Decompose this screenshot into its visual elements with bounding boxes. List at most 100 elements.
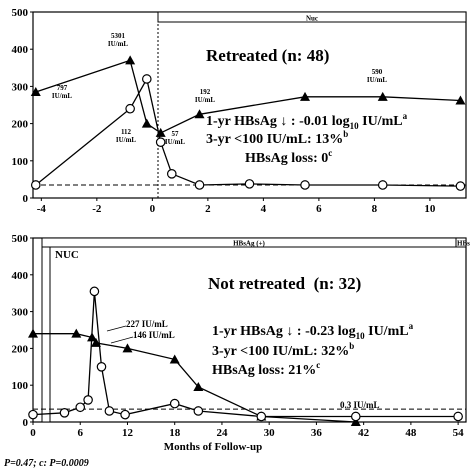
- top-annotation-2: 3-yr <100 IU/mL: 13%b: [206, 129, 348, 147]
- top-series: [30, 55, 466, 191]
- top-nuc-label: Nuc: [306, 15, 318, 23]
- top-x-tick-label: 0: [150, 203, 156, 215]
- bottom-nuc-bar: [41, 246, 51, 423]
- bottom-series: [28, 286, 463, 426]
- bottom-circle-point: [350, 411, 361, 422]
- top-triangle-series-line: [35, 59, 461, 134]
- bottom-x-tick-label: 36: [311, 427, 323, 439]
- bottom-circle-point: [96, 361, 107, 372]
- top-label-5301: 5301 IU/mL: [108, 32, 129, 48]
- bottom-circle-point: [453, 411, 463, 422]
- bottom-annotation-2: 3-yr <100 IU/mL: 32%b: [212, 341, 354, 359]
- top-circle-point: [377, 180, 388, 190]
- top-x-tick-label: 4: [261, 203, 267, 215]
- top-label-797: 797 IU/mL: [52, 84, 73, 100]
- top-triangle-point: [30, 86, 41, 96]
- top-y-tick-label: 100: [12, 156, 29, 168]
- bottom-y-axis: 0 100 200 300 400 500: [12, 233, 33, 429]
- top-label-57: 57 IU/mL: [165, 130, 186, 146]
- bottom-circle-point: [104, 406, 115, 416]
- footnote: P=0.47; c: P=0.0009: [4, 458, 89, 469]
- top-plot-frame: [32, 11, 467, 199]
- bottom-x-tick-label: 30: [264, 427, 276, 439]
- bottom-label-146-leader: [110, 336, 134, 344]
- bottom-label-03: 0.3 IU/mL: [340, 400, 380, 410]
- bottom-circle-point: [75, 402, 86, 413]
- bottom-triangle-point: [28, 328, 38, 338]
- bottom-x-tick-label: 42: [358, 427, 370, 439]
- top-circle-series-line: [35, 77, 461, 187]
- bottom-title: Not retreated (n: 32): [208, 274, 361, 293]
- bottom-nuc-label: NUC: [55, 249, 79, 261]
- bottom-x-axis: 0 6 12 18 24 30 36 42 48 54: [30, 422, 464, 439]
- top-triangle-point: [377, 91, 388, 101]
- bottom-circle-point: [83, 395, 93, 405]
- bottom-y-tick-label: 400: [12, 270, 29, 282]
- bottom-circle-point: [120, 409, 130, 420]
- top-y-tick-label: 0: [23, 193, 29, 205]
- top-triangle-point: [194, 109, 205, 119]
- bottom-triangle-point: [87, 332, 98, 342]
- top-circle-point: [166, 169, 177, 179]
- bottom-annotation-1: 1-yr HBsAg ↓ : -0.23 log10 IU/mLa: [212, 321, 414, 341]
- bottom-y-tick-label: 100: [12, 380, 29, 392]
- top-x-tick-label: 6: [316, 203, 322, 215]
- bottom-hbs-bar: [455, 237, 467, 248]
- top-circle-point: [142, 74, 152, 84]
- top-panel: Nuc 0 100 200 300 400 500 -4 -2 0 2 4 6 8 10 5301 IU/…: [12, 7, 467, 215]
- bottom-y-tick-label: 500: [12, 233, 29, 245]
- top-triangle-point: [155, 127, 166, 137]
- top-y-axis: 0 100 200 300 400 500: [12, 7, 33, 205]
- top-triangle-point: [125, 55, 136, 65]
- bottom-x-tick-label: 0: [30, 427, 36, 439]
- top-circle-point: [455, 181, 466, 191]
- top-circle-point: [125, 103, 135, 114]
- bottom-x-tick-label: 18: [169, 427, 181, 439]
- bottom-y-tick-label: 300: [12, 307, 29, 319]
- bottom-label-146: 146 IU/mL: [133, 330, 175, 340]
- top-x-tick-label: 10: [424, 203, 436, 215]
- bottom-circle-point: [28, 409, 38, 420]
- top-y-tick-label: 300: [12, 81, 29, 93]
- top-title: Retreated (n: 48): [206, 46, 329, 65]
- bottom-circle-point: [59, 407, 70, 418]
- bottom-x-tick-label: 54: [453, 427, 465, 439]
- bottom-triangle-point: [193, 382, 204, 392]
- top-annotation-1: 1-yr HBsAg ↓ : -0.01 log10 IU/mLa: [206, 111, 408, 131]
- bottom-circle-point: [89, 286, 100, 297]
- bottom-x-tick-label: 12: [122, 427, 134, 439]
- bottom-x-tick-label: 6: [77, 427, 83, 439]
- bottom-hbsag-label: HBsAg (+): [233, 240, 265, 248]
- top-x-tick-label: -4: [37, 203, 47, 215]
- top-x-tick-label: -2: [92, 203, 102, 215]
- top-x-tick-label: 2: [205, 203, 211, 215]
- top-circle-point: [155, 137, 166, 147]
- bottom-circle-point: [256, 411, 267, 422]
- top-circle-point: [194, 180, 205, 190]
- top-label-590: 590 IU/mL: [367, 68, 388, 84]
- top-x-axis: -4 -2 0 2 4 6 8 10: [37, 198, 436, 215]
- bottom-y-tick-label: 0: [23, 417, 29, 429]
- bottom-annotation-3: HBsAg loss: 21%c: [212, 360, 320, 378]
- bottom-circle-point: [169, 398, 180, 409]
- bottom-x-axis-label: Months of Follow-up: [164, 441, 262, 453]
- top-circle-point: [30, 180, 41, 190]
- top-triangle-point: [141, 118, 152, 128]
- top-triangle-point: [455, 95, 466, 105]
- bottom-circle-point: [193, 406, 204, 416]
- top-label-192: 192 IU/mL: [195, 88, 216, 104]
- top-circle-point: [244, 179, 255, 189]
- bottom-triangle-point: [122, 343, 133, 353]
- top-y-tick-label: 400: [12, 44, 29, 56]
- bottom-triangle-point: [169, 354, 180, 364]
- bottom-hbs-label: HBs: [457, 240, 470, 248]
- bottom-triangle-point: [71, 328, 82, 338]
- bottom-label-227: 227 IU/mL: [126, 319, 168, 329]
- bottom-triangle-point: [90, 337, 101, 347]
- top-label-112: 112 IU/mL: [116, 128, 137, 144]
- top-triangle-point: [300, 91, 311, 101]
- bottom-label-227-leader: [106, 325, 127, 332]
- top-y-tick-label: 500: [12, 7, 29, 19]
- top-annotation-3: HBsAg loss: 0c: [245, 148, 332, 166]
